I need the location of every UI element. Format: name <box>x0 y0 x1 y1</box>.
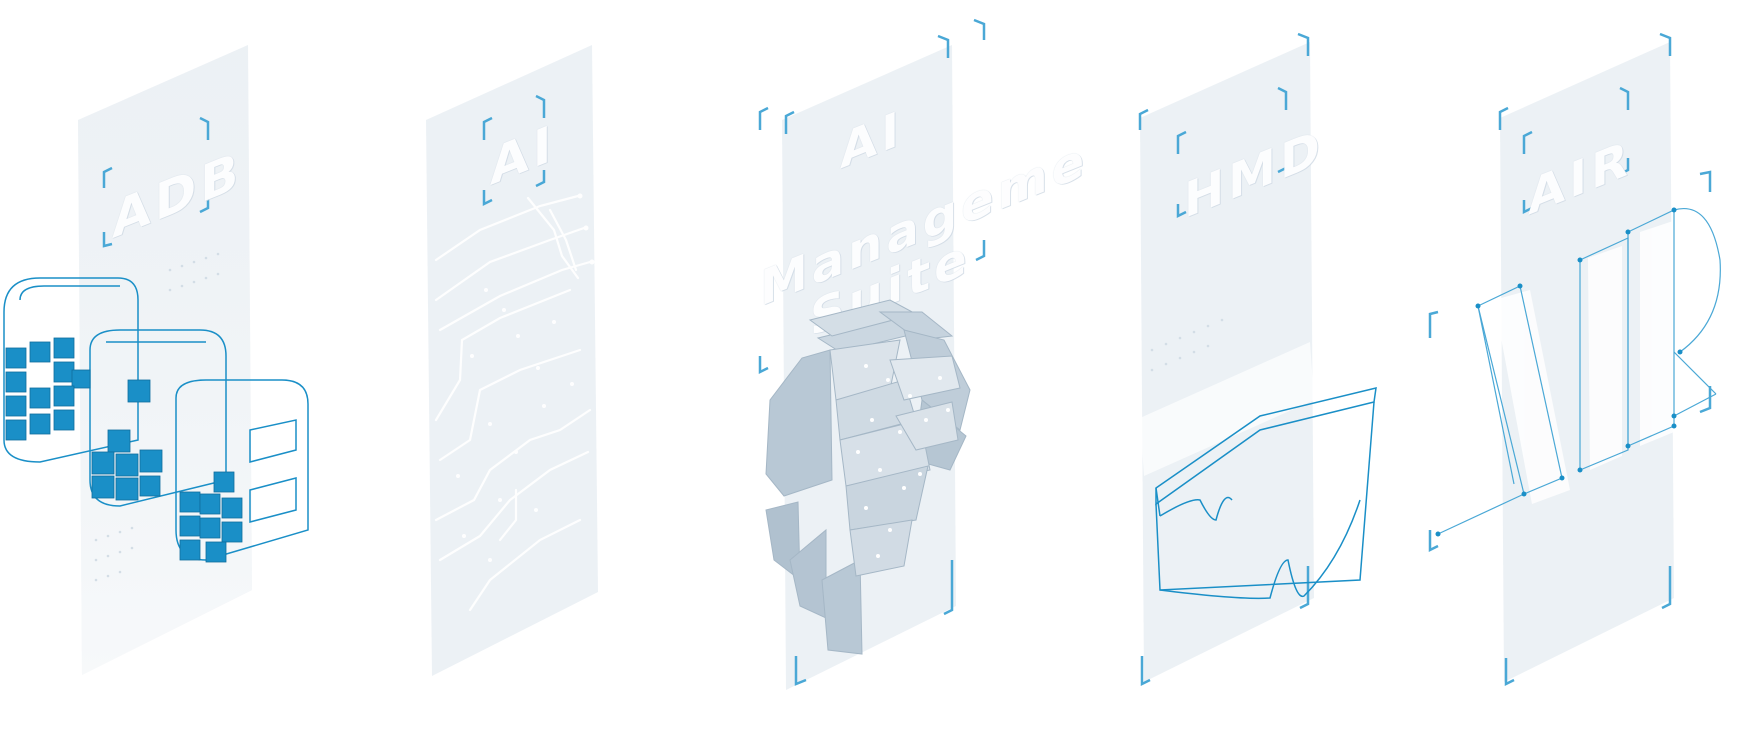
panel-adb-dots <box>94 252 220 582</box>
vr-letters-icon <box>1435 207 1721 537</box>
panel-adb: ADB <box>0 0 320 734</box>
panel-hmd-dots <box>1150 318 1224 372</box>
panel-ai-management-brackets <box>758 18 986 686</box>
panel-ai: AI <box>340 0 640 734</box>
panel-ai-brackets <box>482 94 546 207</box>
brain-cube-icon <box>765 299 971 655</box>
panel-air: AIR <box>1420 0 1764 734</box>
panel-adb-brackets <box>102 116 210 248</box>
panel-adb-glass <box>78 45 252 675</box>
panel-ai-management: AI Manageme Suite <box>690 0 1088 734</box>
panel-air-brackets <box>1428 32 1712 687</box>
panel-hmd: HMD <box>1120 0 1420 734</box>
circuit-board-icon <box>434 193 595 612</box>
panel-hmd-brackets <box>1138 32 1310 687</box>
vr-headset-icon <box>1140 342 1377 600</box>
panel-hmd-glass <box>1138 32 1314 687</box>
panel-air-glass <box>1428 32 1712 687</box>
adb-3d-logo-icon <box>3 277 309 563</box>
